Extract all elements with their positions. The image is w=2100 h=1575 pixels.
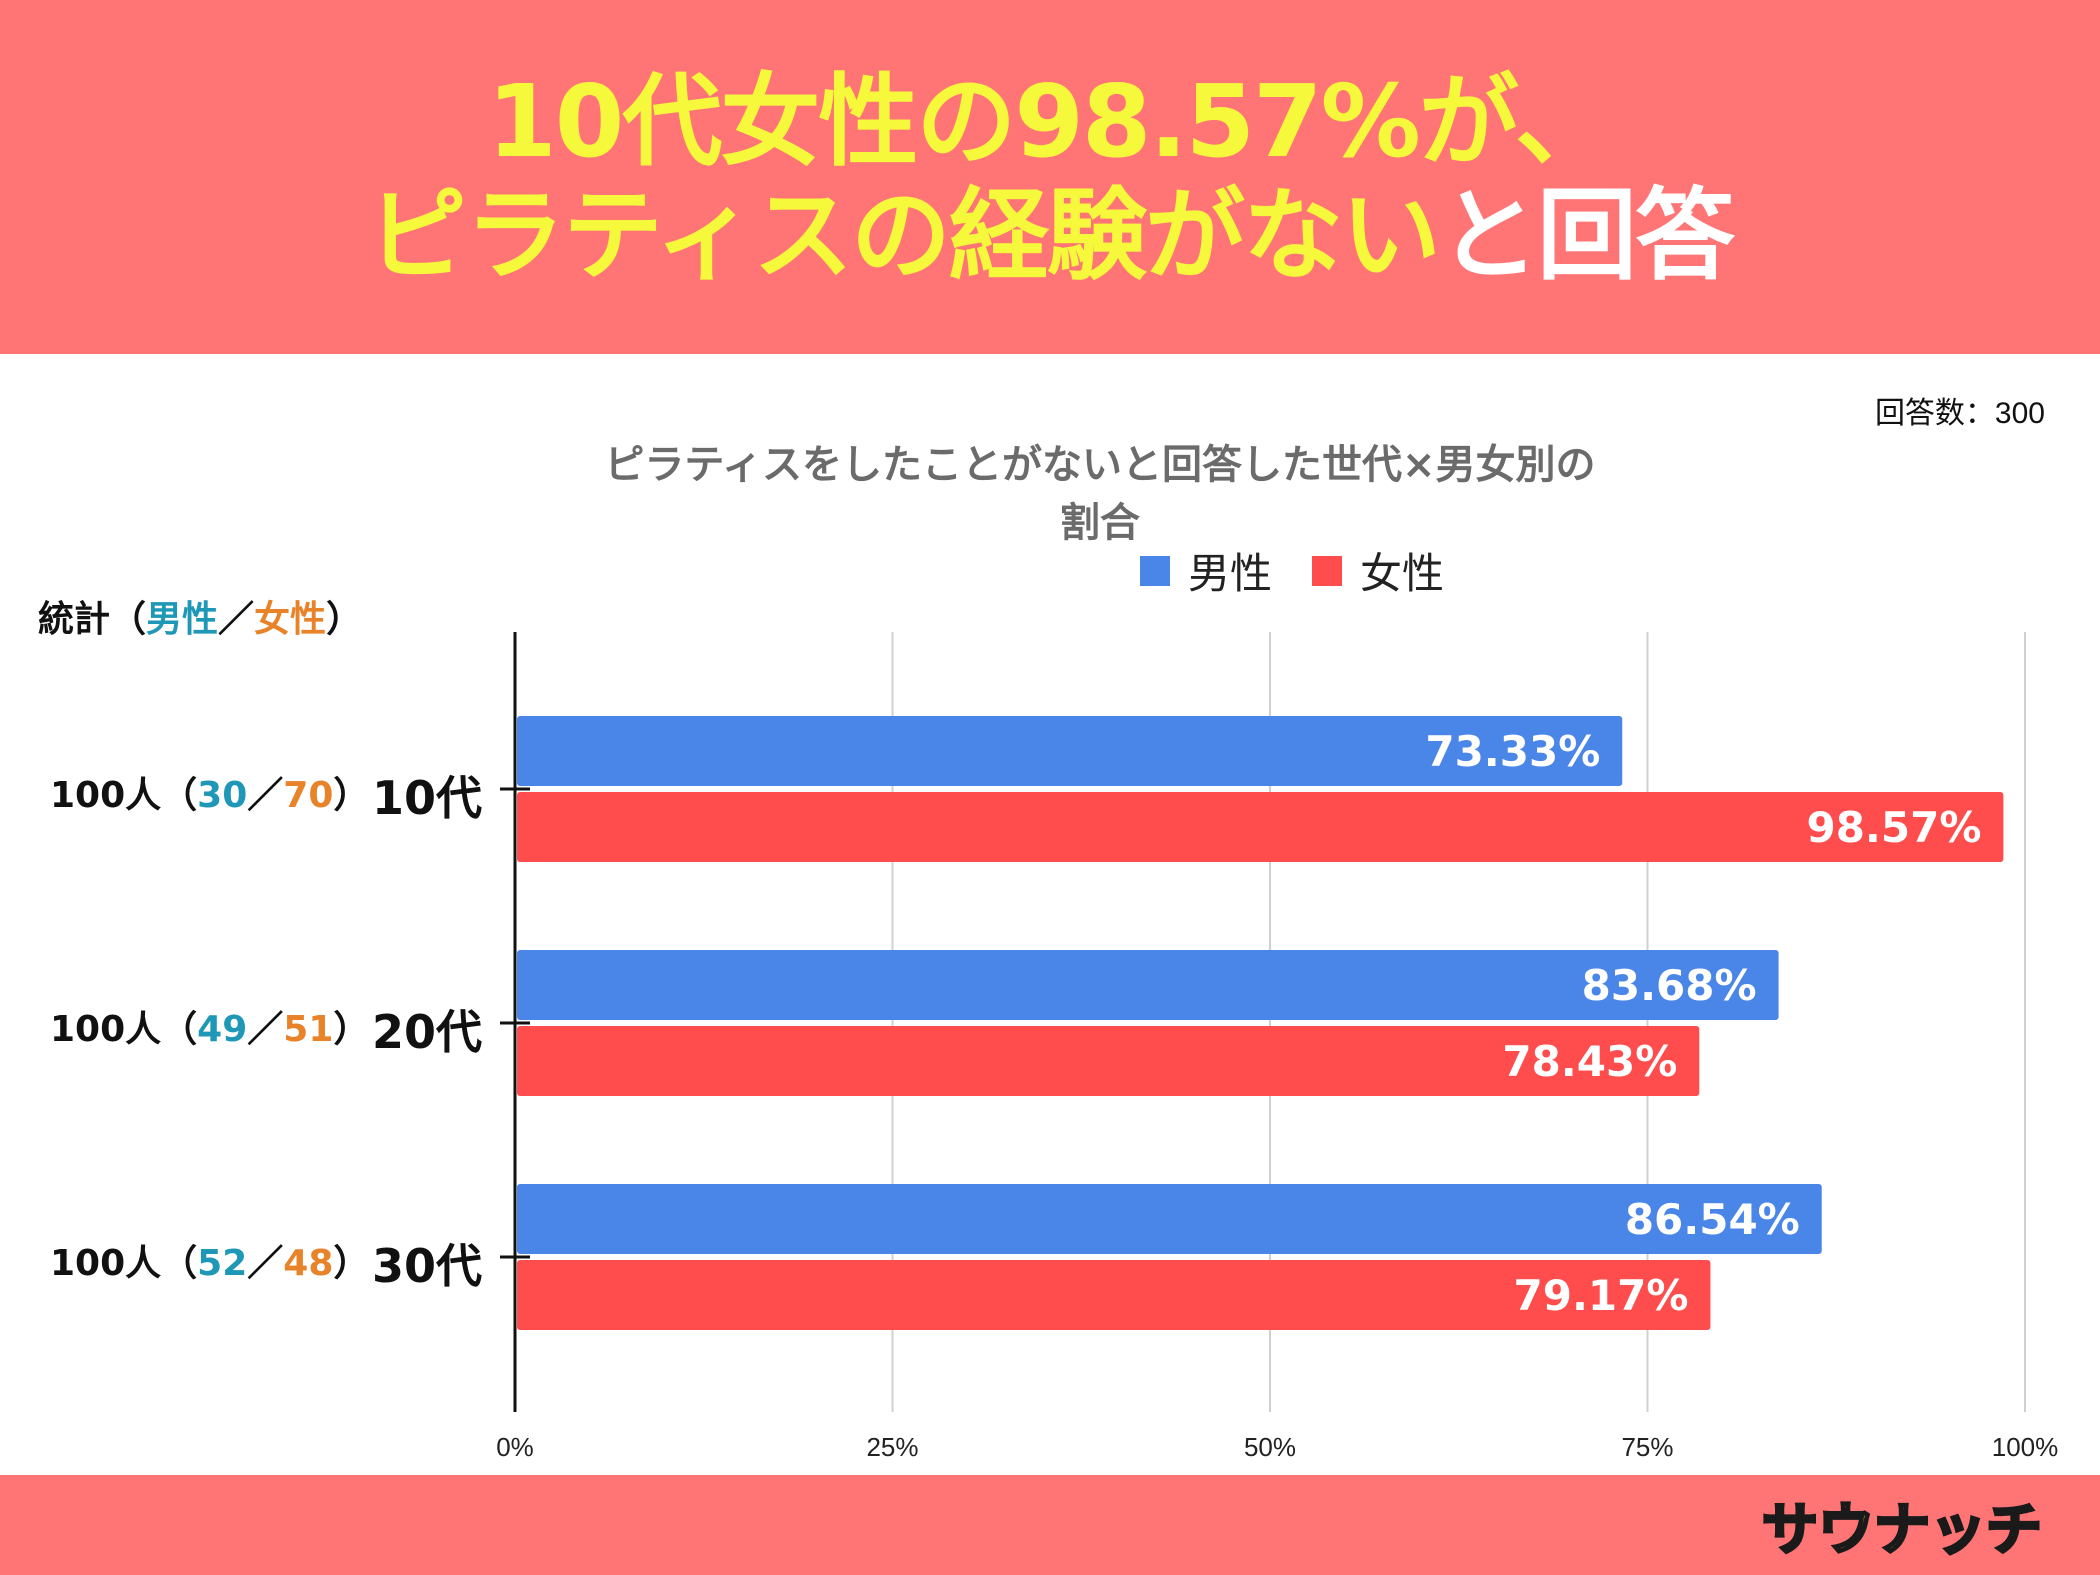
footer-banner — [0, 1475, 2100, 1575]
stat-close: ） — [333, 775, 370, 816]
x-tick-label: 0% — [496, 1432, 534, 1462]
bar-female-20s — [517, 1026, 1700, 1096]
stat-close: ） — [333, 1009, 370, 1050]
brand-logo: サウナッチ — [1761, 1496, 2044, 1564]
bar-label-female-10s: 98.57% — [1806, 803, 1981, 852]
stat-row-20s: 100人（49／51） — [50, 1000, 369, 1052]
header-banner — [0, 0, 2100, 354]
stats-header-male: 男性 — [146, 599, 219, 640]
bar-female-30s — [517, 1260, 1711, 1330]
category-label-20s: 20代 — [372, 1005, 483, 1059]
stat-total: 100人（ — [50, 1243, 198, 1284]
headline-line-1: 10代女性の98.57%が、 — [487, 63, 1615, 180]
bar-label-male-30s: 86.54% — [1625, 1195, 1800, 1244]
legend-label-male: 男性 — [1188, 549, 1273, 598]
headline-line-2-white: と回答 — [1439, 177, 1735, 294]
stats-header-female: 女性 — [254, 599, 327, 640]
stat-close: ） — [333, 1243, 370, 1284]
legend-swatch-female — [1312, 555, 1343, 586]
bar-male-10s — [517, 716, 1623, 786]
stat-sep: ／ — [247, 1243, 284, 1284]
legend-label-female: 女性 — [1360, 549, 1445, 598]
stat-row-10s: 100人（30／70） — [50, 766, 369, 818]
bar-male-30s — [517, 1184, 1822, 1254]
stats-header-prefix: 統計（ — [38, 599, 147, 640]
chart-title: ピラティスをしたことがないと回答した世代×男女別の割合 — [604, 442, 1596, 546]
bar-male-20s — [517, 950, 1779, 1020]
headline-line-2-yellow: ピラティスの経験がない — [367, 177, 1441, 294]
stat-row-30s: 100人（52／48） — [50, 1234, 369, 1286]
category-label-30s: 30代 — [372, 1239, 483, 1293]
legend-item-female: 女性 — [1312, 540, 1444, 601]
x-tick-label: 50% — [1244, 1432, 1296, 1462]
stat-total: 100人（ — [50, 1009, 198, 1050]
stat-total: 100人（ — [50, 775, 198, 816]
stat-sep: ／ — [247, 775, 284, 816]
x-tick-label: 100% — [1992, 1432, 2059, 1462]
stat-female-count: 70 — [283, 775, 334, 816]
bar-label-female-30s: 79.17% — [1514, 1271, 1689, 1320]
headline-line-2: ピラティスの経験がないと回答 — [0, 186, 2100, 286]
stat-sep: ／ — [247, 1009, 284, 1050]
category-label-10s: 10代 — [372, 771, 483, 825]
stat-female-count: 51 — [283, 1009, 334, 1050]
stats-header-suffix: ） — [326, 599, 363, 640]
stat-male-count: 49 — [197, 1009, 248, 1050]
bar-female-10s — [517, 792, 2004, 862]
legend-item-male: 男性 — [1140, 540, 1272, 601]
stat-male-count: 30 — [197, 775, 248, 816]
chart-legend: 男性 女性 — [1140, 540, 1484, 601]
stats-header: 統計（男性／女性） — [38, 590, 362, 642]
stats-header-sep: ／ — [218, 599, 255, 640]
x-tick-label: 75% — [1621, 1432, 1673, 1462]
stat-male-count: 52 — [197, 1243, 248, 1284]
legend-swatch-male — [1140, 555, 1170, 586]
stat-female-count: 48 — [283, 1243, 334, 1284]
response-count: 回答数：300 — [1874, 397, 2045, 430]
x-tick-label: 25% — [866, 1432, 918, 1462]
bar-label-female-20s: 78.43% — [1502, 1037, 1677, 1086]
bar-label-male-10s: 73.33% — [1425, 727, 1600, 776]
bar-label-male-20s: 83.68% — [1582, 961, 1757, 1010]
bar-chart: 0% 25% 50% 75% 100% 73.33% 98.57% 83.68% 78.43% 8… — [496, 632, 2059, 1462]
